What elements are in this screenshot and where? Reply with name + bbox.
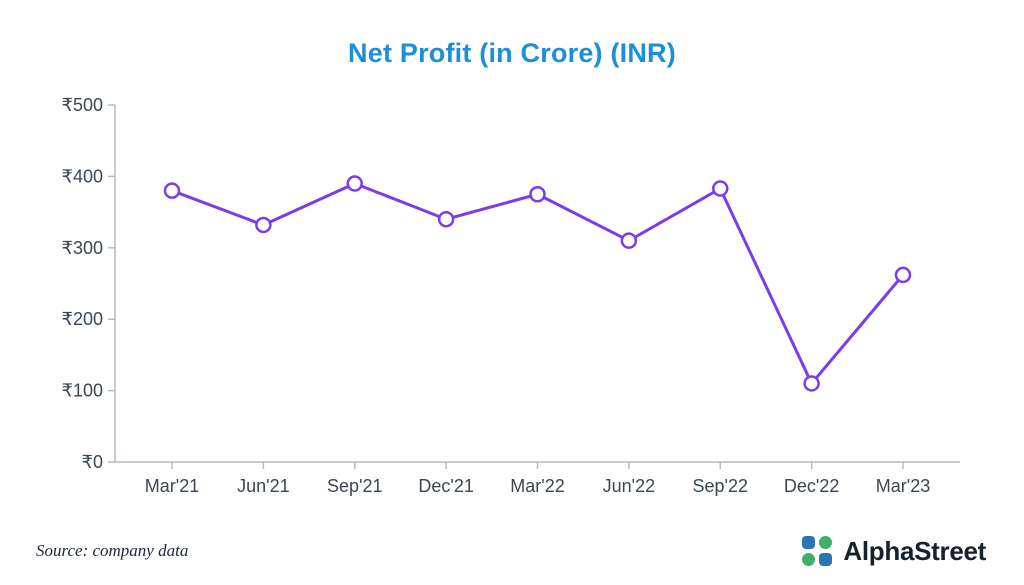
x-tick-label: Sep'21 <box>327 476 383 496</box>
y-tick-label: ₹100 <box>62 381 103 401</box>
y-tick-label: ₹400 <box>62 166 103 186</box>
x-tick-label: Mar'23 <box>876 476 930 496</box>
data-point-marker <box>163 182 181 199</box>
footer: Source: company data AlphaStreet <box>0 535 1024 567</box>
data-point-marker <box>620 232 638 249</box>
chart-title: Net Profit (in Crore) (INR) <box>348 38 676 68</box>
x-tick-label: Dec'21 <box>418 476 473 496</box>
net-profit-line <box>170 182 905 385</box>
data-point-marker <box>712 180 729 197</box>
x-tick-label: Sep'22 <box>693 476 749 496</box>
data-point-marker <box>255 216 272 234</box>
alphastreet-logo-icon <box>802 536 833 566</box>
x-tick-label: Mar'21 <box>145 476 199 496</box>
x-tick-label: Jun'22 <box>603 476 655 496</box>
brand-name: AlphaStreet <box>843 535 986 566</box>
y-tick-label: ₹500 <box>62 95 103 115</box>
source-note: Source: company data <box>36 541 189 560</box>
data-point-marker <box>529 186 546 203</box>
x-tick-label: Dec'22 <box>784 476 839 496</box>
brand: AlphaStreet <box>801 535 986 567</box>
y-tick-label: ₹0 <box>82 452 103 472</box>
data-point-marker <box>346 175 363 192</box>
data-point-marker <box>803 375 820 392</box>
data-point-marker <box>437 210 455 228</box>
x-tick-label: Jun'21 <box>237 476 289 496</box>
data-point-marker <box>894 266 912 284</box>
y-tick-label: ₹300 <box>62 238 103 258</box>
x-tick-label: Mar'22 <box>510 476 564 496</box>
y-tick-label: ₹200 <box>62 309 103 329</box>
